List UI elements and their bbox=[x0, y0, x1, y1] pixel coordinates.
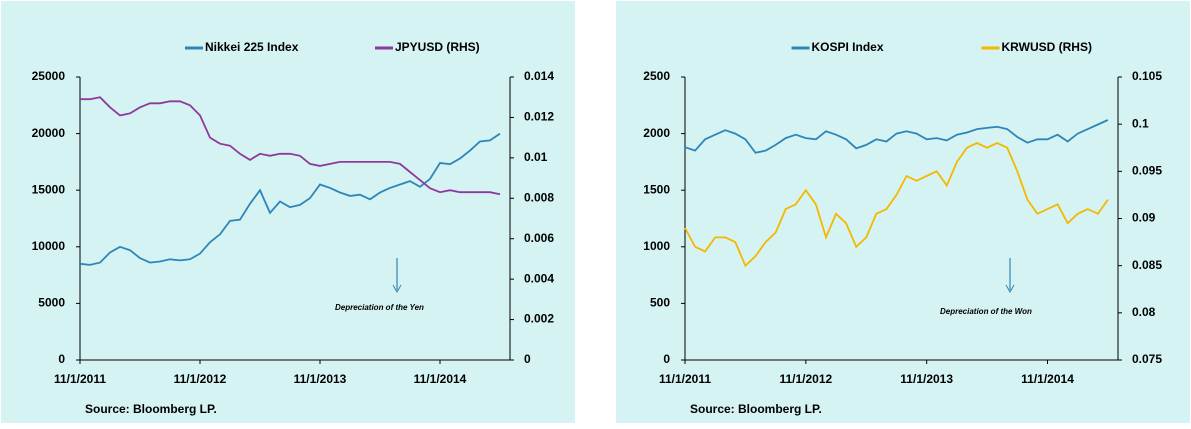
y2-tick-label: 0.006 bbox=[524, 231, 554, 245]
y-tick-label: 0 bbox=[58, 352, 65, 366]
y2-tick-label: 0.09 bbox=[1132, 211, 1156, 225]
y2-tick-label: 0.01 bbox=[524, 150, 548, 164]
y2-tick-label: 0.095 bbox=[1132, 164, 1162, 178]
y-tick-label: 2000 bbox=[643, 126, 670, 140]
y-tick-label: 10000 bbox=[32, 239, 66, 253]
legend-label: KRWUSD (RHS) bbox=[1002, 40, 1092, 54]
x-tick-label: 11/1/2012 bbox=[779, 372, 832, 386]
y2-tick-label: 0.014 bbox=[524, 69, 554, 83]
series-line bbox=[684, 142, 1109, 268]
y2-tick-label: 0.008 bbox=[524, 190, 554, 204]
y-tick-label: 0 bbox=[663, 352, 670, 366]
y-tick-label: 500 bbox=[650, 296, 670, 310]
y2-tick-label: 0.085 bbox=[1132, 258, 1162, 272]
y-tick-label: 1500 bbox=[643, 182, 670, 196]
x-tick-label: 11/1/2011 bbox=[54, 372, 106, 386]
y-tick-label: 1000 bbox=[643, 239, 670, 253]
y2-tick-label: 0.012 bbox=[524, 110, 554, 124]
x-tick-label: 11/1/2014 bbox=[414, 372, 467, 386]
y2-tick-label: 0.105 bbox=[1132, 69, 1162, 83]
y2-tick-label: 0 bbox=[524, 352, 531, 366]
y-tick-label: 15000 bbox=[32, 182, 66, 196]
arrow-head bbox=[392, 284, 402, 294]
y-tick-label: 25000 bbox=[32, 69, 66, 83]
x-tick-label: 11/1/2012 bbox=[174, 372, 227, 386]
y2-tick-label: 0.002 bbox=[524, 312, 554, 326]
y-tick-label: 5000 bbox=[38, 296, 65, 310]
source: Source: Bloomberg LP. bbox=[85, 402, 217, 416]
x-tick-label: 11/1/2014 bbox=[1021, 372, 1074, 386]
panel bbox=[1, 1, 575, 423]
y2-tick-label: 0.075 bbox=[1132, 352, 1162, 366]
series-line bbox=[80, 96, 501, 196]
arrow-head bbox=[1005, 284, 1015, 294]
annotation: Depreciation of the Won bbox=[940, 307, 1032, 316]
y2-tick-label: 0.08 bbox=[1132, 305, 1156, 319]
y2-tick-label: 0.1 bbox=[1132, 116, 1149, 130]
series-line bbox=[684, 119, 1109, 154]
legend-label: JPYUSD (RHS) bbox=[395, 40, 480, 54]
source: Source: Bloomberg LP. bbox=[690, 402, 822, 416]
series-line bbox=[79, 132, 501, 266]
x-tick-label: 11/1/2013 bbox=[294, 372, 347, 386]
annotation: Depreciation of the Yen bbox=[335, 303, 424, 312]
y-tick-label: 2500 bbox=[643, 69, 670, 83]
legend-label: Nikkei 225 Index bbox=[205, 40, 299, 54]
x-tick-label: 11/1/2011 bbox=[659, 372, 711, 386]
y-tick-label: 20000 bbox=[32, 126, 66, 140]
legend-label: KOSPI Index bbox=[812, 40, 884, 54]
x-tick-label: 11/1/2013 bbox=[900, 372, 953, 386]
y2-tick-label: 0.004 bbox=[524, 271, 554, 285]
